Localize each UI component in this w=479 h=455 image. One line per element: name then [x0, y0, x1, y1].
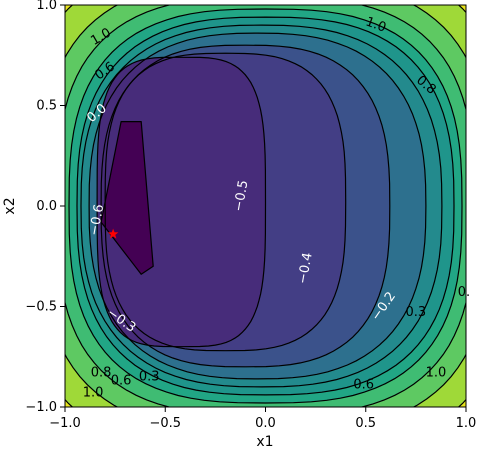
- contour-label-11: 0.8: [91, 365, 112, 380]
- contour-line-level--0.2: [88, 32, 427, 380]
- minimum-star: [107, 228, 119, 239]
- contour-fills: [65, 5, 466, 407]
- x-tick-label: 1.0: [456, 416, 477, 431]
- contour-label-10: 0.6: [111, 373, 132, 388]
- contour-line-level-0.3: [68, 8, 463, 404]
- y-tick-label: 0.0: [36, 199, 57, 214]
- contour-label-4: −0.5: [231, 179, 251, 213]
- minimum-marker: [107, 228, 119, 239]
- y-axis-ticks: −1.0 −0.5 0.0 0.5 1.0: [25, 0, 65, 415]
- contour-line-level--0.4: [104, 52, 347, 352]
- x-axis-label: x1: [256, 434, 273, 450]
- contour-line-level-0.0: [80, 24, 443, 388]
- contour-lines: [65, 5, 466, 407]
- x-tick-label: −0.5: [149, 416, 181, 431]
- contour-line-level--0.3: [100, 44, 391, 368]
- contour-label-14: 1.0: [426, 365, 447, 380]
- contour-line-level-0.2: [76, 16, 455, 396]
- y-tick-label: −1.0: [25, 400, 57, 415]
- y-axis-label: x2: [2, 197, 18, 214]
- contour-label-9: 0.3: [139, 369, 160, 384]
- x-tick-label: 0.0: [255, 416, 276, 431]
- x-tick-label: −1.0: [49, 416, 81, 431]
- x-axis-ticks: −1.0 −0.5 0.0 0.5 1.0: [49, 407, 476, 431]
- contour-label-13: 0.6: [353, 377, 374, 392]
- y-tick-label: 0.5: [36, 99, 57, 114]
- contour-label-8: 0.3: [406, 305, 427, 320]
- contour-label-5: −0.4: [295, 251, 315, 285]
- x-tick-label: 0.5: [355, 416, 376, 431]
- contour-label-16: 1.0: [363, 15, 388, 36]
- y-tick-label: −0.5: [25, 300, 57, 315]
- contour-line-level-0.6: [65, 5, 466, 407]
- contour-label-17: 0.: [458, 285, 470, 300]
- contour-line-level--0.5: [96, 56, 267, 348]
- contour-label-3: −0.6: [87, 203, 107, 237]
- contour-label-12: 1.0: [83, 385, 104, 400]
- y-tick-label: 1.0: [36, 0, 57, 13]
